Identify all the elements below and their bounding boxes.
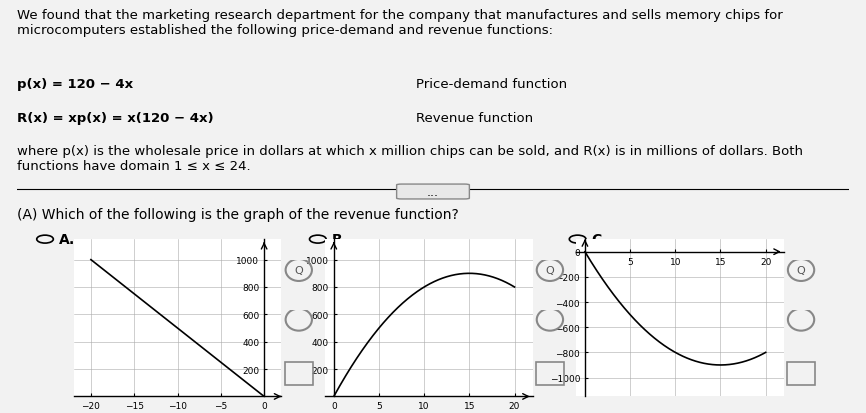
Text: C.: C. bbox=[591, 233, 607, 247]
Text: B.: B. bbox=[332, 233, 347, 247]
Text: where p(x) is the wholesale price in dollars at which x million chips can be sol: where p(x) is the wholesale price in dol… bbox=[17, 145, 804, 173]
Text: R(x) = xp(x) = x(120 − 4x): R(x) = xp(x) = x(120 − 4x) bbox=[17, 112, 214, 124]
Text: ...: ... bbox=[427, 185, 439, 199]
Text: Q: Q bbox=[546, 265, 554, 275]
Text: (A) Which of the following is the graph of the revenue function?: (A) Which of the following is the graph … bbox=[17, 208, 459, 222]
Text: Q: Q bbox=[797, 265, 805, 275]
Text: Price-demand function: Price-demand function bbox=[416, 78, 567, 91]
Text: Revenue function: Revenue function bbox=[416, 112, 533, 124]
Text: We found that the marketing research department for the company that manufacture: We found that the marketing research dep… bbox=[17, 9, 783, 37]
Text: Q: Q bbox=[294, 265, 303, 275]
Text: A.: A. bbox=[59, 233, 75, 247]
Text: p(x) = 120 − 4x: p(x) = 120 − 4x bbox=[17, 78, 133, 91]
FancyBboxPatch shape bbox=[397, 185, 469, 199]
